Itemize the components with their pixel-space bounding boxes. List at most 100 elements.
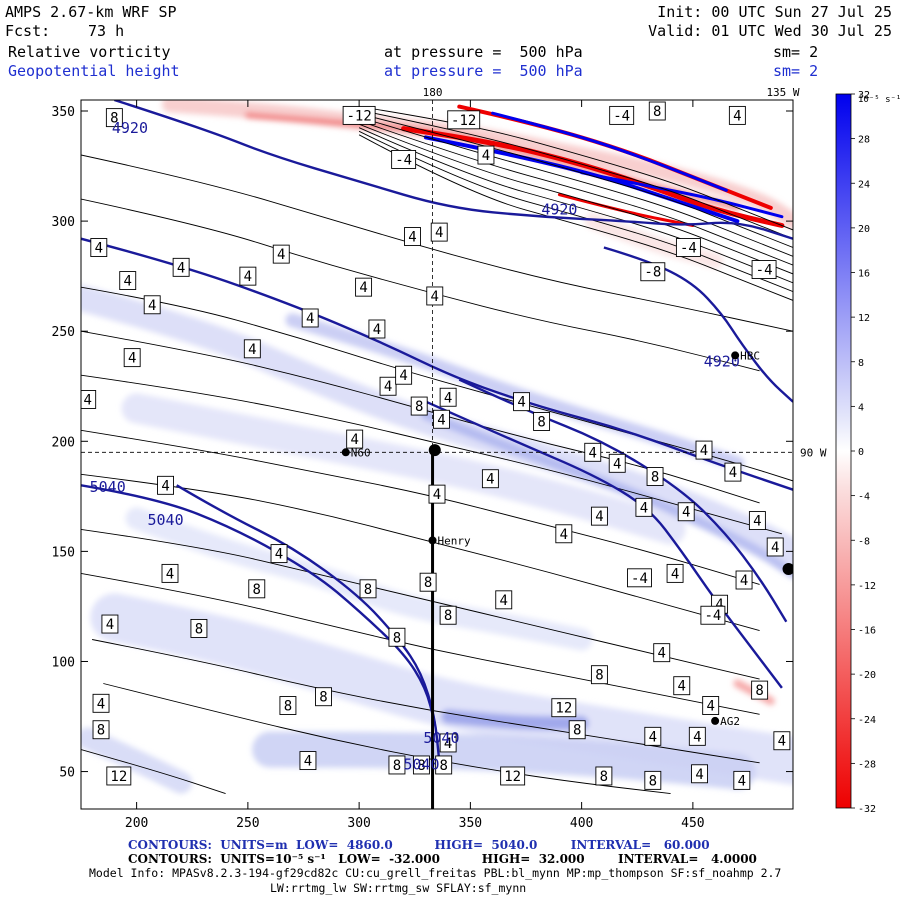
vorticity-label-34: 4 (346, 429, 364, 449)
colorbar-tick-label: 20 (858, 224, 870, 235)
station-label: Henry (438, 534, 471, 547)
vorticity-label-box (346, 429, 364, 449)
x-tick-label: 450 (681, 816, 704, 831)
vorticity-label-box (533, 412, 551, 431)
vorticity-label-box (646, 467, 664, 486)
vorticity-label-28: 4 (395, 365, 413, 385)
vorticity-label-box (105, 108, 123, 128)
physics-info: LW:rrtmg_lw SW:rrtmg_sw SFLAY:sf_mynn (270, 881, 527, 895)
station-henry: Henry (428, 534, 471, 547)
model-title: AMPS 2.67-km WRF SP (5, 3, 177, 21)
jet-contour-5 (358, 120, 793, 266)
vorticity-label-text: -4 (680, 241, 697, 257)
vorticity-label-box (433, 409, 450, 429)
vorticity-label-text: 4 (706, 699, 714, 715)
jet-contour-9 (358, 134, 793, 301)
vorticity-label-text: 4 (384, 379, 392, 395)
vorticity-label-box (609, 105, 635, 125)
vorticity-label-16: 4 (272, 244, 290, 264)
x-axis: 200 250 300 350 400 450 (125, 100, 705, 831)
vorticity-label-box (447, 110, 481, 130)
vorticity-label-box (299, 751, 317, 771)
pos-band-h (125, 507, 593, 651)
vorticity-label-text: -4 (395, 152, 412, 168)
vorticity-label-text: 4 (275, 547, 283, 563)
init-time: Init: 00 UTC Sun 27 Jul 25 (657, 3, 892, 21)
vorticity-label-box (419, 572, 437, 592)
pos-band-i (81, 727, 193, 794)
vorticity-label-13: 4 (430, 222, 448, 242)
height-contour-6 (425, 400, 783, 689)
vorticity-label-54: -4 (627, 568, 652, 588)
colorbar-tick-label: -12 (858, 581, 876, 592)
vorticity-label-7: 8 (648, 101, 666, 121)
vorticity-label-text: 12 (555, 701, 572, 717)
vorticity-label-47: 4 (555, 524, 573, 544)
vorticity-label-text: 4 (248, 342, 256, 358)
height-label-6: 5040 (423, 729, 459, 747)
colorbar-tick-label: -28 (858, 759, 876, 770)
vorticity-label-75: 4 (688, 726, 706, 746)
vorticity-contour-3 (81, 286, 793, 482)
vorticity-label-32: 4 (513, 392, 530, 412)
vorticity-label-box (428, 484, 446, 504)
pos-band-b (285, 313, 745, 471)
y-tick-label: 300 (52, 215, 75, 230)
vorticity-label-86: 8 (644, 770, 662, 790)
vorticity-label-68: 8 (751, 680, 769, 700)
vorticity-label-19: 4 (143, 295, 161, 315)
vorticity-label-83: 12 (106, 766, 132, 786)
station-n60: N60 (341, 446, 371, 459)
vorticity-label-box (695, 440, 713, 460)
vorticity-label-text: 4 (682, 505, 690, 521)
station-label: N60 (351, 446, 371, 459)
vorticity-label-56: 4 (766, 537, 784, 557)
vorticity-contour-10 (92, 639, 760, 764)
colorbar: 32 28 24 20 16 12 8 4 0 -4 -8 -12 -16 -20 -24 -28 -32 10⁻… (835, 90, 900, 815)
vorticity-label-text: 4 (166, 566, 174, 582)
jet-contour-2 (359, 109, 793, 240)
vorticity-label-box (190, 618, 208, 638)
y-tick-label: 100 (52, 655, 75, 670)
station-label: AG2 (720, 715, 740, 728)
vorticity-label-box (172, 257, 190, 277)
vorticity-contour-6 (81, 429, 760, 585)
vorticity-label-35: 4 (584, 442, 602, 462)
vorticity-label-box (404, 227, 421, 246)
vorticity-label-text: 8 (649, 773, 657, 789)
vorticity-label-text: 8 (424, 575, 432, 591)
vorticity-label-box (81, 390, 97, 409)
vorticity-label-text: 4 (128, 351, 136, 367)
vorticity-label-box (677, 502, 695, 522)
colorbar-tick-label: -4 (858, 492, 870, 503)
vorticity-label-text: 8 (444, 608, 452, 624)
vorticity-label-50: 8 (248, 579, 266, 599)
field2-name: Geopotential height (8, 62, 180, 80)
vorticity-contour-7 (81, 473, 760, 632)
vorticity-label-box (355, 277, 373, 297)
colorbar-tick-label: 16 (858, 269, 870, 280)
vorticity-label-43: 8 (646, 467, 664, 486)
vorticity-label-box (773, 731, 791, 751)
vorticity-label-text: 4 (373, 322, 381, 338)
pos-band-c (121, 393, 686, 545)
vorticity-label-text: 8 (537, 414, 545, 430)
vorticity-label-box (735, 570, 753, 590)
field2-smoothing: sm= 2 (773, 62, 819, 80)
vorticity-label-box (388, 627, 406, 647)
vorticity-label-text: 4 (444, 390, 452, 406)
vorticity-label-4: -4 (391, 150, 417, 169)
height-label-1: 4920 (112, 119, 148, 137)
vorticity-label-box (751, 260, 777, 279)
height-contour-2 (81, 237, 793, 491)
vorticity-label-box (728, 105, 746, 125)
vorticity-label-text: 8 (417, 758, 425, 774)
vorticity-label-box (243, 339, 261, 359)
vorticity-label-text: 8 (439, 758, 447, 774)
vorticity-contour-2 (81, 198, 760, 372)
colorbar-ramp (835, 93, 852, 809)
vorticity-label-10: -8 (640, 262, 666, 282)
vorticity-label-box (590, 506, 608, 526)
vorticity-label-57: 4 (101, 614, 119, 634)
vorticity-label-37: 4 (695, 440, 713, 460)
